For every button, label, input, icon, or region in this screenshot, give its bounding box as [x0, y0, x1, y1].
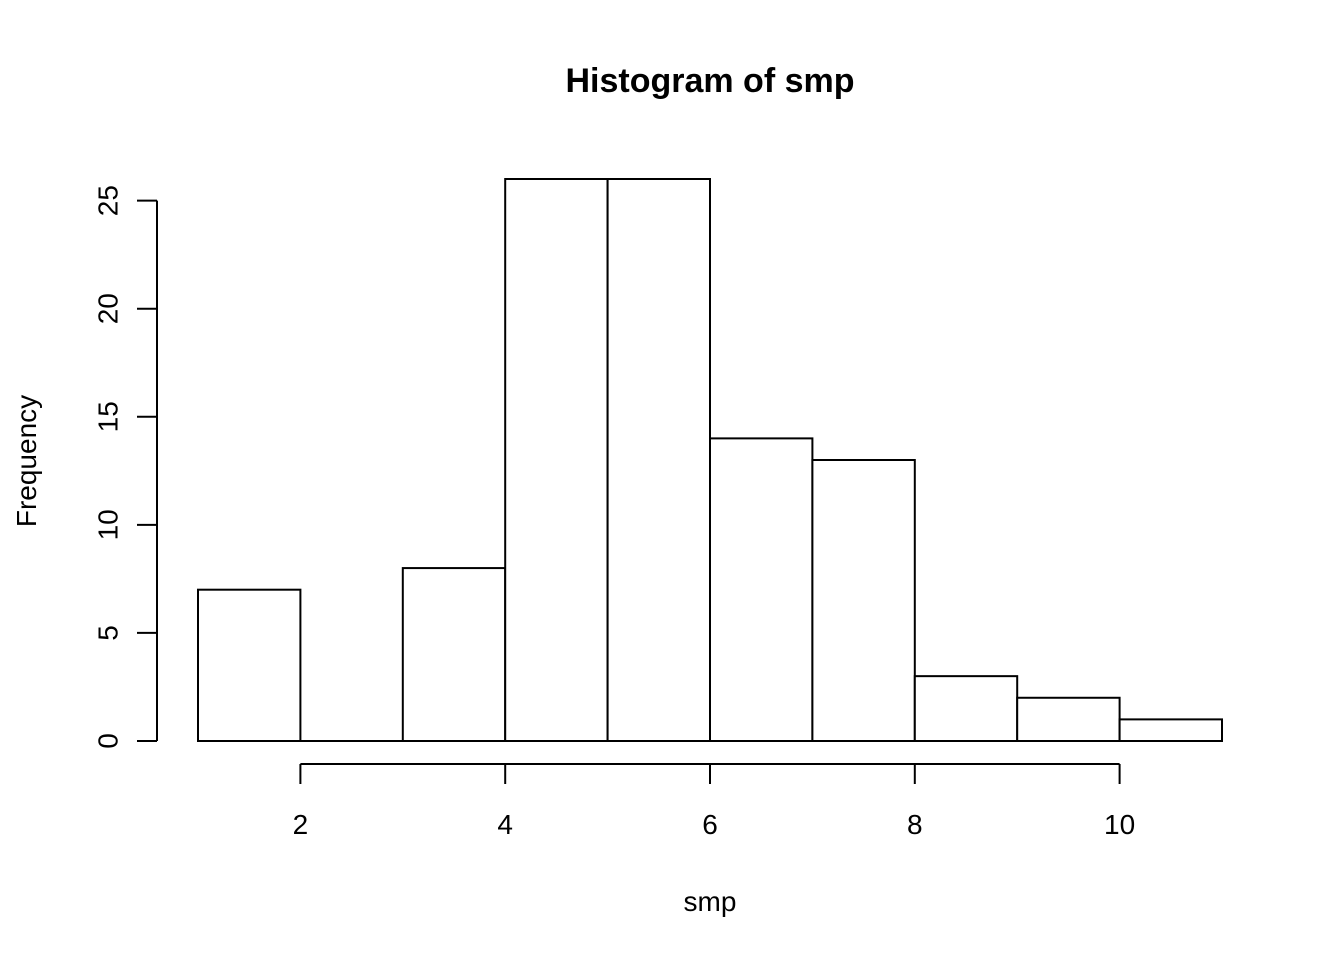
histogram-bar-4: [606, 178, 711, 742]
x-tick-label-2: 2: [293, 809, 309, 840]
histogram-bar-5: [709, 437, 814, 742]
y-tick-label-5: 5: [92, 625, 123, 641]
x-tick-label-8: 8: [907, 809, 923, 840]
y-axis: 0 5 10 15 20 25: [92, 185, 158, 749]
bars-group: [197, 178, 1223, 743]
histogram-bar-9: [1118, 718, 1223, 743]
histogram-bar-8: [1016, 696, 1121, 742]
y-axis-label: Frequency: [11, 395, 42, 527]
histogram-bar-3: [504, 178, 609, 742]
y-tick-label-15: 15: [92, 401, 123, 432]
y-tick-label-20: 20: [92, 293, 123, 324]
x-axis: 2 4 6 8 10: [293, 763, 1135, 840]
y-tick-label-10: 10: [92, 509, 123, 540]
x-tick-label-6: 6: [702, 809, 718, 840]
histogram-bar-0: [197, 588, 302, 743]
histogram-bar-7: [913, 675, 1019, 743]
x-axis-label: smp: [684, 886, 737, 917]
y-tick-label-25: 25: [92, 185, 123, 216]
chart-title: Histogram of smp: [565, 62, 854, 100]
histogram-bar-6: [811, 459, 916, 742]
y-tick-label-0: 0: [92, 733, 123, 749]
x-tick-label-4: 4: [497, 809, 513, 840]
x-tick-label-10: 10: [1104, 809, 1135, 840]
histogram-bar-2: [401, 567, 507, 742]
